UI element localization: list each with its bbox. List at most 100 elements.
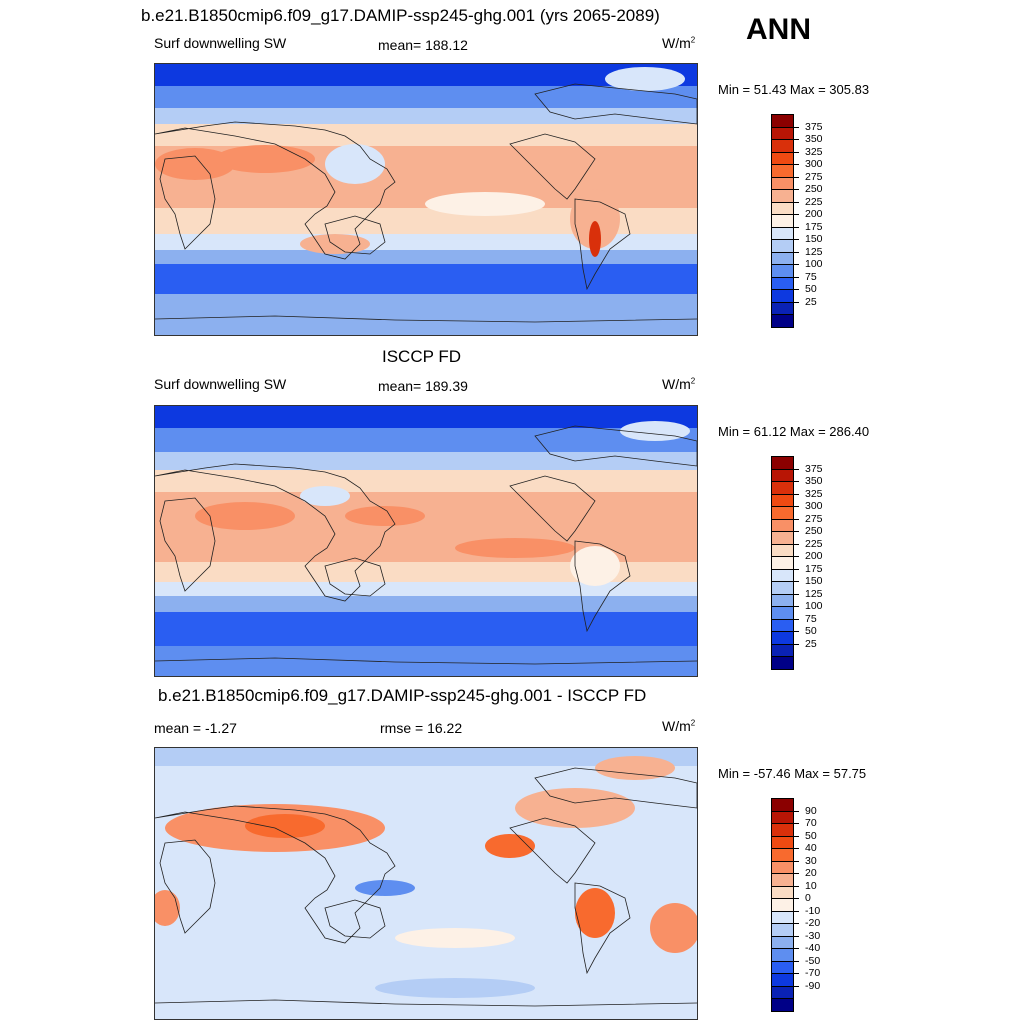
panel-3-mean-label: mean = -1.27 (154, 720, 237, 736)
colorbar-label: 75 (805, 270, 817, 283)
colorbar-tick (794, 543, 799, 545)
colorbar-swatch (771, 998, 794, 1012)
colorbar-tick (794, 251, 799, 253)
colorbar-label: 0 (805, 892, 811, 905)
colorbar-label: 350 (805, 133, 823, 146)
colorbar-swatch (771, 973, 794, 987)
colorbar-tick (794, 201, 799, 203)
colorbar-label: 275 (805, 512, 823, 525)
colorbar-tick (794, 518, 799, 520)
colorbar-tick (794, 556, 799, 558)
colorbar-swatch (771, 618, 794, 633)
panel-1-colorbar: 375 350 325 300 275 250 225 200 175 150 125 100 75 50… (771, 114, 823, 328)
colorbar-label: -30 (805, 929, 821, 942)
colorbar-label: 225 (805, 195, 823, 208)
colorbar-tick (794, 139, 799, 141)
colorbar-swatch (771, 531, 794, 545)
panel-2-variable-label: Surf downwelling SW (154, 376, 287, 392)
colorbar-swatch (771, 960, 794, 975)
colorbar-tick (794, 481, 799, 483)
colorbar-swatch (771, 251, 794, 266)
colorbar-tick (794, 985, 799, 987)
colorbar-tick (794, 923, 799, 925)
panel-1-units: W/m2 (662, 35, 696, 51)
colorbar-swatch (771, 631, 794, 645)
colorbar-label: 375 (805, 462, 823, 475)
colorbar-swatch (771, 643, 794, 658)
colorbar-tick (794, 618, 799, 620)
colorbar-label: 375 (805, 120, 823, 133)
colorbar-label: -20 (805, 917, 821, 930)
colorbar-swatch (771, 848, 794, 862)
colorbar-swatch (771, 518, 794, 533)
colorbar-swatch (771, 656, 794, 670)
colorbar-tick (794, 643, 799, 645)
colorbar-tick (794, 276, 799, 278)
panel-1-mean-label: mean= 188.12 (378, 37, 468, 53)
colorbar-label: 50 (805, 283, 817, 296)
colorbar-tick (794, 189, 799, 191)
colorbar-label: 175 (805, 220, 823, 233)
panel-3-rmse-label: rmse = 16.22 (380, 720, 463, 736)
colorbar-swatch (771, 189, 794, 203)
colorbar-swatch (771, 810, 794, 825)
colorbar-label: 225 (805, 537, 823, 550)
panel-3-units: W/m2 (662, 718, 696, 734)
colorbar-tick (794, 506, 799, 508)
colorbar-swatch (771, 226, 794, 241)
colorbar-swatch (771, 885, 794, 900)
colorbar-label: 70 (805, 817, 817, 830)
panel-1-title: b.e21.B1850cmip6.f09_g17.DAMIP-ssp245-gh… (141, 6, 660, 25)
colorbar-label: 50 (805, 829, 817, 842)
panel-3-map (154, 747, 698, 1020)
colorbar-tick (794, 810, 799, 812)
colorbar-swatch (771, 314, 794, 328)
colorbar-tick (794, 226, 799, 228)
colorbar-label: 350 (805, 475, 823, 488)
colorbar-swatch (771, 935, 794, 950)
panel-2-map (154, 405, 698, 677)
colorbar-swatch (771, 898, 794, 912)
panel-2-title: ISCCP FD (382, 347, 462, 366)
colorbar-swatch (771, 289, 794, 303)
colorbar-label: -90 (805, 979, 821, 992)
colorbar-tick (794, 301, 799, 303)
panel-3-colorbar: 90 70 50 40 30 20 10 0 -10 -20 -30 -40 -50 -70 -90 (771, 798, 820, 1012)
colorbar-label: 200 (805, 208, 823, 221)
colorbar-label: 90 (805, 804, 817, 817)
colorbar-tick (794, 835, 799, 837)
colorbar-label: 175 (805, 562, 823, 575)
colorbar-swatch (771, 835, 794, 850)
colorbar-tick (794, 214, 799, 216)
colorbar-label: 275 (805, 170, 823, 183)
colorbar-label: 125 (805, 245, 823, 258)
colorbar-label: 100 (805, 258, 823, 271)
colorbar-label: 250 (805, 183, 823, 196)
colorbar-tick (794, 593, 799, 595)
colorbar-tick (794, 289, 799, 291)
colorbar-tick (794, 848, 799, 850)
colorbar-swatch (771, 264, 794, 278)
panel-2-mean-label: mean= 189.39 (378, 378, 468, 394)
colorbar-swatch (771, 276, 794, 291)
colorbar-tick (794, 973, 799, 975)
colorbar-label: 200 (805, 550, 823, 563)
colorbar-swatch (771, 873, 794, 887)
colorbar-tick (794, 948, 799, 950)
colorbar-swatch (771, 239, 794, 253)
colorbar-label: 100 (805, 600, 823, 613)
colorbar-tick (794, 910, 799, 912)
colorbar-label: 75 (805, 612, 817, 625)
colorbar-swatch (771, 301, 794, 316)
colorbar-swatch (771, 798, 794, 812)
colorbar-swatch (771, 593, 794, 608)
panel-1-map (154, 63, 698, 336)
colorbar-swatch (771, 948, 794, 962)
colorbar-label: -10 (805, 904, 821, 917)
colorbar-label: 150 (805, 575, 823, 588)
colorbar-swatch (771, 456, 794, 470)
colorbar-label: 50 (805, 625, 817, 638)
colorbar-swatch (771, 823, 794, 837)
colorbar-swatch (771, 568, 794, 583)
season-label: ANN (746, 13, 811, 46)
